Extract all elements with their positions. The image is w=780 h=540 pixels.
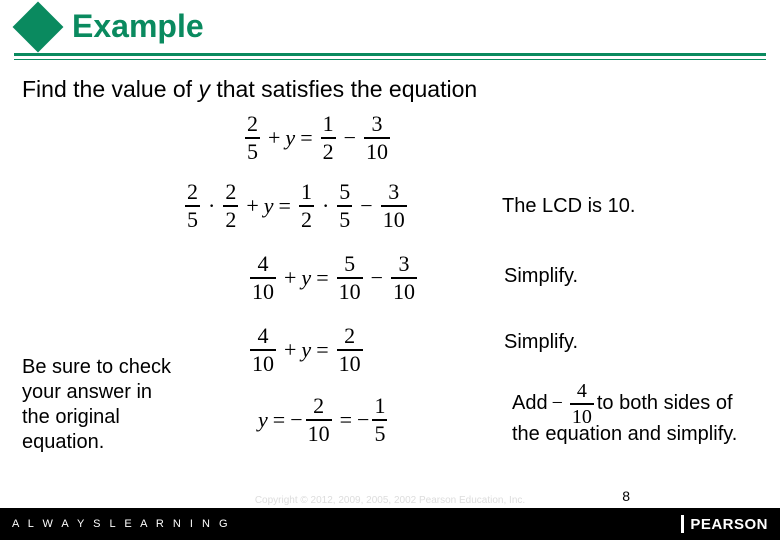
- pearson-logo: PEARSON: [681, 515, 768, 533]
- slide-title: Example: [72, 8, 204, 45]
- content: Find the value of y that satisfies the e…: [0, 60, 780, 480]
- always-learning: A L W A Y S L E A R N I N G: [12, 518, 231, 530]
- prompt-var: y: [198, 76, 210, 102]
- note-simplify-2: Simplify.: [504, 331, 578, 354]
- prompt-post: that satisfies the equation: [210, 76, 477, 102]
- equation-5: y = − 210 = − 15: [258, 395, 390, 445]
- equation-4: 410 + y = 210: [247, 325, 366, 375]
- header: Example: [0, 0, 780, 49]
- prompt: Find the value of y that satisfies the e…: [22, 76, 758, 103]
- note-add: Add − 410 to both sides of: [512, 381, 733, 427]
- note-simplify-1: Simplify.: [504, 265, 578, 288]
- pearson-bar-icon: [681, 515, 684, 533]
- equation-2: 25 · 22 + y = 12 · 55 − 310: [182, 181, 410, 231]
- page-number: 8: [622, 488, 630, 504]
- equation-3: 410 + y = 510 − 310: [247, 253, 420, 303]
- reminder: Be sure to check your answer in the orig…: [22, 355, 192, 455]
- equation-1: 25 + y = 12 − 310: [242, 113, 393, 163]
- footer: A L W A Y S L E A R N I N G PEARSON: [0, 508, 780, 540]
- pearson-text: PEARSON: [690, 516, 768, 533]
- equation-area: 25 + y = 12 − 310 25 · 22 + y = 12 · 55 …: [22, 103, 758, 463]
- copyright: Copyright © 2012, 2009, 2005, 2002 Pears…: [255, 495, 525, 506]
- diamond-icon: [13, 1, 64, 52]
- rule-thick: [14, 53, 766, 56]
- note-add-line2: the equation and simplify.: [512, 423, 737, 446]
- note-lcd: The LCD is 10.: [502, 195, 635, 218]
- prompt-pre: Find the value of: [22, 76, 198, 102]
